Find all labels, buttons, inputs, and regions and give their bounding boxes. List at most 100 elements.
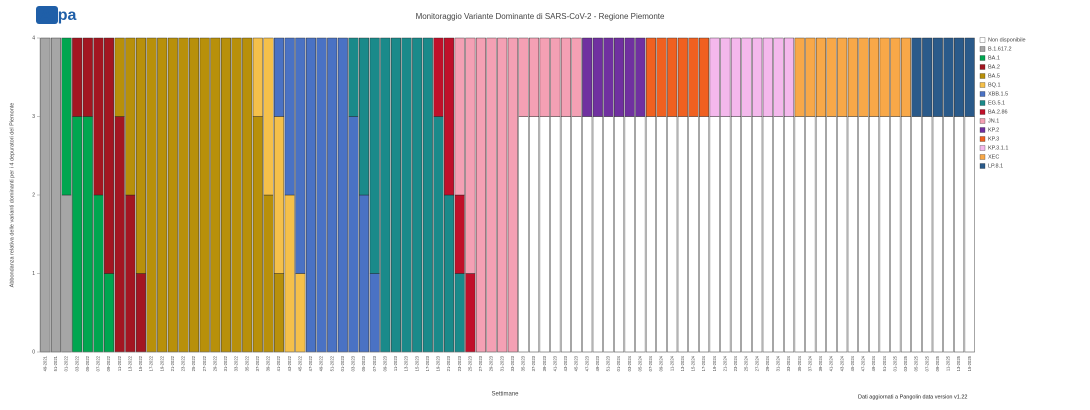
bar-segment — [114, 37, 125, 117]
bar-segment — [529, 116, 540, 353]
legend-swatch — [979, 118, 986, 124]
bar-segment — [805, 116, 816, 353]
legend-swatch — [979, 37, 986, 43]
x-tick-label: 43-2022 — [287, 355, 292, 371]
bar-segment — [624, 37, 635, 117]
bar-segment — [815, 37, 826, 117]
x-tick-label: 31-2024 — [776, 355, 781, 371]
bar-segment — [433, 37, 444, 117]
x-tick-label: 19-2024 — [712, 355, 717, 371]
bar-segment — [773, 37, 784, 117]
bar-segment — [359, 194, 370, 353]
x-tick-label: 43-2023 — [563, 355, 568, 371]
bar-segment — [730, 116, 741, 353]
legend-label: BA.1 — [988, 55, 1000, 61]
x-tick-label: 45-2024 — [850, 355, 855, 371]
x-tick-label: 23-2024 — [733, 355, 738, 371]
bar-segment — [900, 37, 911, 117]
x-tick-label: 47-2024 — [861, 355, 866, 371]
x-tick-label: 29-2023 — [489, 355, 494, 371]
bar-segment — [560, 37, 571, 117]
x-tick-label: 15-2022 — [138, 355, 143, 371]
bar-segment — [72, 116, 83, 353]
bar-segment — [210, 37, 221, 353]
x-tick-label: 21-2024 — [722, 355, 727, 371]
x-tick-label: 33-2024 — [786, 355, 791, 371]
bar-segment — [890, 37, 901, 117]
x-axis-title: Settimane — [491, 392, 519, 398]
bar-segment — [592, 37, 603, 117]
bar-segment — [125, 194, 136, 353]
bar-segment — [571, 116, 582, 353]
bar-segment — [104, 37, 115, 274]
bar-segment — [826, 116, 837, 353]
bar-segment — [465, 273, 476, 353]
bar-segment — [667, 37, 678, 117]
bar-segment — [189, 37, 200, 353]
bar-segment — [752, 116, 763, 353]
x-tick-label: 49-2022 — [319, 355, 324, 371]
bar-segment — [635, 116, 646, 353]
legend-label: KP.3 — [988, 136, 999, 142]
bar-segment — [900, 116, 911, 353]
y-tick-label: 3 — [32, 114, 35, 120]
legend-swatch — [979, 91, 986, 97]
legend-swatch — [979, 127, 986, 133]
x-tick-label: 37-2023 — [531, 355, 536, 371]
bar-segment — [61, 37, 72, 196]
bar-segment — [146, 37, 157, 353]
x-tick-label: 25-2022 — [191, 355, 196, 371]
bar-segment — [582, 116, 593, 353]
x-tick-label: 13-2023 — [404, 355, 409, 371]
x-tick-label: 17-2022 — [149, 355, 154, 371]
bar-segment — [178, 37, 189, 353]
x-tick-label: 09-2024 — [659, 355, 664, 371]
x-tick-label: 35-2024 — [797, 355, 802, 371]
bar-segment — [444, 194, 455, 353]
x-tick-label: 51-2022 — [329, 355, 334, 371]
bar-segment — [231, 37, 242, 353]
x-tick-label: 29-2024 — [765, 355, 770, 371]
bar-segment — [550, 37, 561, 117]
x-tick-label: 01-2022 — [64, 355, 69, 371]
bar-segment — [348, 37, 359, 117]
bar-segment — [401, 37, 412, 353]
x-tick-label: 05-2025 — [914, 355, 919, 371]
bar-segment — [699, 116, 710, 353]
x-tick-label: 11-2025 — [946, 355, 951, 371]
legend-swatch — [979, 136, 986, 142]
x-tick-label: 41-2022 — [276, 355, 281, 371]
x-tick-label: 49-2021 — [42, 355, 47, 371]
bar-segment — [709, 116, 720, 353]
bar-segment — [422, 37, 433, 353]
x-tick-label: 27-2022 — [202, 355, 207, 371]
x-tick-label: 15-2024 — [691, 355, 696, 371]
legend-label: EG.5.1 — [988, 100, 1005, 106]
bar-segment — [720, 37, 731, 117]
chart-title: Monitoraggio Variante Dominante di SARS-… — [416, 12, 665, 21]
x-tick-label: 47-2022 — [308, 355, 313, 371]
bar-segment — [82, 37, 93, 117]
bar-segment — [656, 37, 667, 117]
x-tick-label: 01-2024 — [616, 355, 621, 371]
x-tick-label: 51-2021 — [53, 355, 58, 371]
bar-segment — [879, 116, 890, 353]
x-tick-label: 23-2023 — [457, 355, 462, 371]
bar-segment — [720, 116, 731, 353]
x-tick-label: 45-2023 — [574, 355, 579, 371]
legend-swatch — [979, 82, 986, 88]
bar-segment — [475, 37, 486, 353]
legend-label: BQ.1 — [988, 82, 1001, 88]
bar-segment — [741, 116, 752, 353]
bar-segment — [794, 37, 805, 117]
x-tick-label: 25-2024 — [744, 355, 749, 371]
bar-segment — [954, 37, 965, 117]
bar-segment — [369, 273, 380, 353]
bar-segment — [157, 37, 168, 353]
bar-segment — [677, 37, 688, 117]
bar-segment — [635, 37, 646, 117]
legend-swatch — [979, 145, 986, 151]
x-tick-label: 03-2022 — [74, 355, 79, 371]
bar-segment — [624, 116, 635, 353]
